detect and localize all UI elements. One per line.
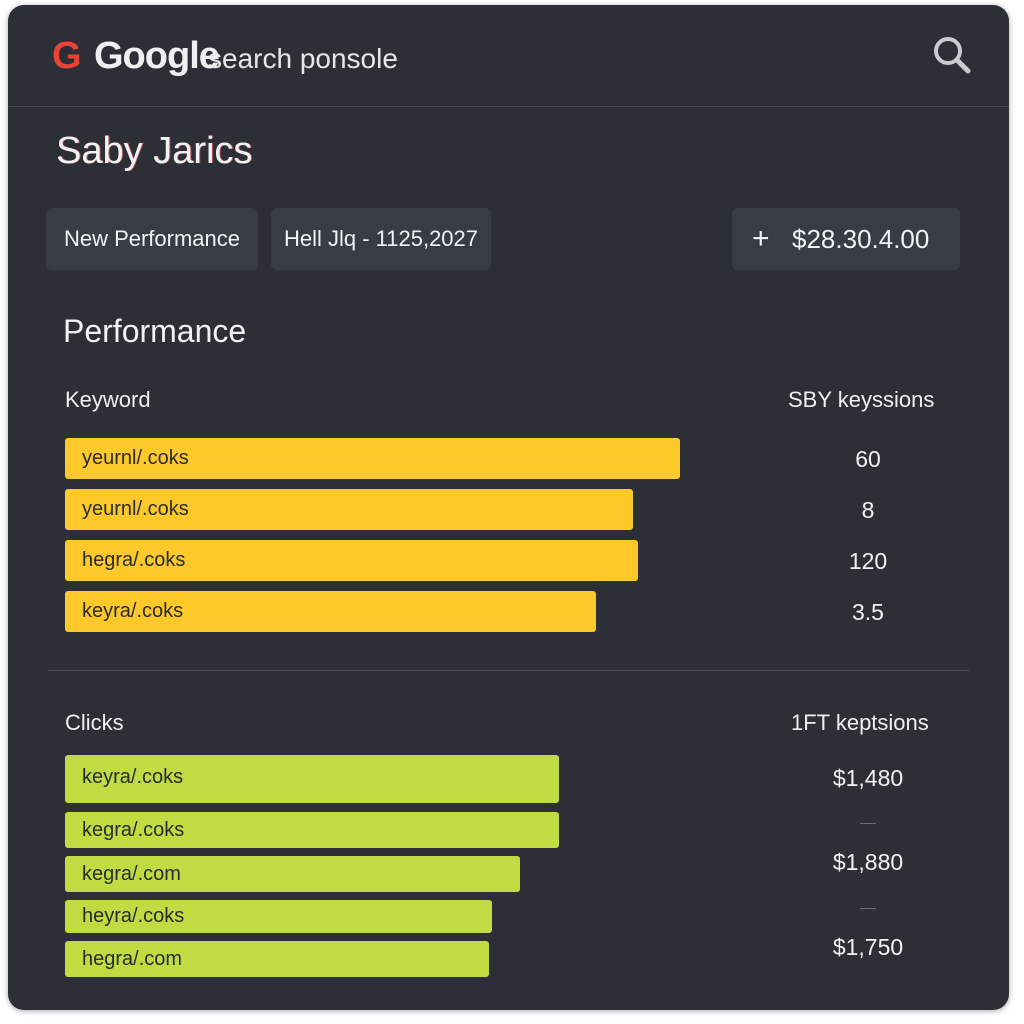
clicks-value-column-header: 1FT keptsions [791,710,929,735]
clicks-value: $1,750 [832,934,904,960]
google-g-logo: G [52,35,82,77]
keyword-value-column-header: SBY keyssions [788,387,935,412]
search-button[interactable] [930,33,974,77]
keyword-bar[interactable]: keyra/.coks [65,591,596,632]
clicks-bar[interactable]: kegra/.coks [65,812,559,848]
keyword-column-header: Keyword [65,387,151,412]
plus-icon: + [752,222,770,255]
clicks-bar[interactable]: heyra/.coks [65,900,492,933]
clicks-bar[interactable]: kegra/.com [65,856,520,892]
keyword-bar[interactable]: yeurnl/.coks [65,438,680,479]
clicks-bar[interactable]: hegra/.com [65,941,489,977]
clicks-value: $1,880 [832,849,904,875]
google-wordmark: Google [94,35,220,77]
clicks-bar[interactable]: keyra/.coks [65,755,559,803]
keyword-value: 3.5 [852,599,884,625]
clicks-column-header: Clicks [65,710,124,735]
amount-value: $28.30.4.00 [792,224,930,254]
keyword-value: 60 [855,446,881,472]
keyword-bar[interactable]: yeurnl/.coks [65,489,633,530]
amount-chip[interactable]: + $28.30.4.00 [732,208,960,270]
new-performance-button[interactable]: New Performance [46,208,258,270]
product-name: search ponsole [208,43,398,74]
date-range-selector[interactable]: Hell Jlq - 1125,2027 [271,208,491,270]
search-console-panel: G Google search ponsole Saby Jarics New … [8,5,1009,1010]
app-header: G Google search ponsole [8,5,1009,107]
clicks-separator [860,823,876,824]
keyword-value: 120 [848,548,888,574]
clicks-value: $1,480 [832,765,904,791]
search-icon [934,37,971,74]
keyword-value: 8 [861,497,875,523]
property-title: Saby Jarics [56,130,253,172]
section-divider [48,670,969,671]
keyword-bar[interactable]: hegra/.coks [65,540,638,581]
clicks-separator [860,908,876,909]
performance-heading: Performance [63,313,247,349]
